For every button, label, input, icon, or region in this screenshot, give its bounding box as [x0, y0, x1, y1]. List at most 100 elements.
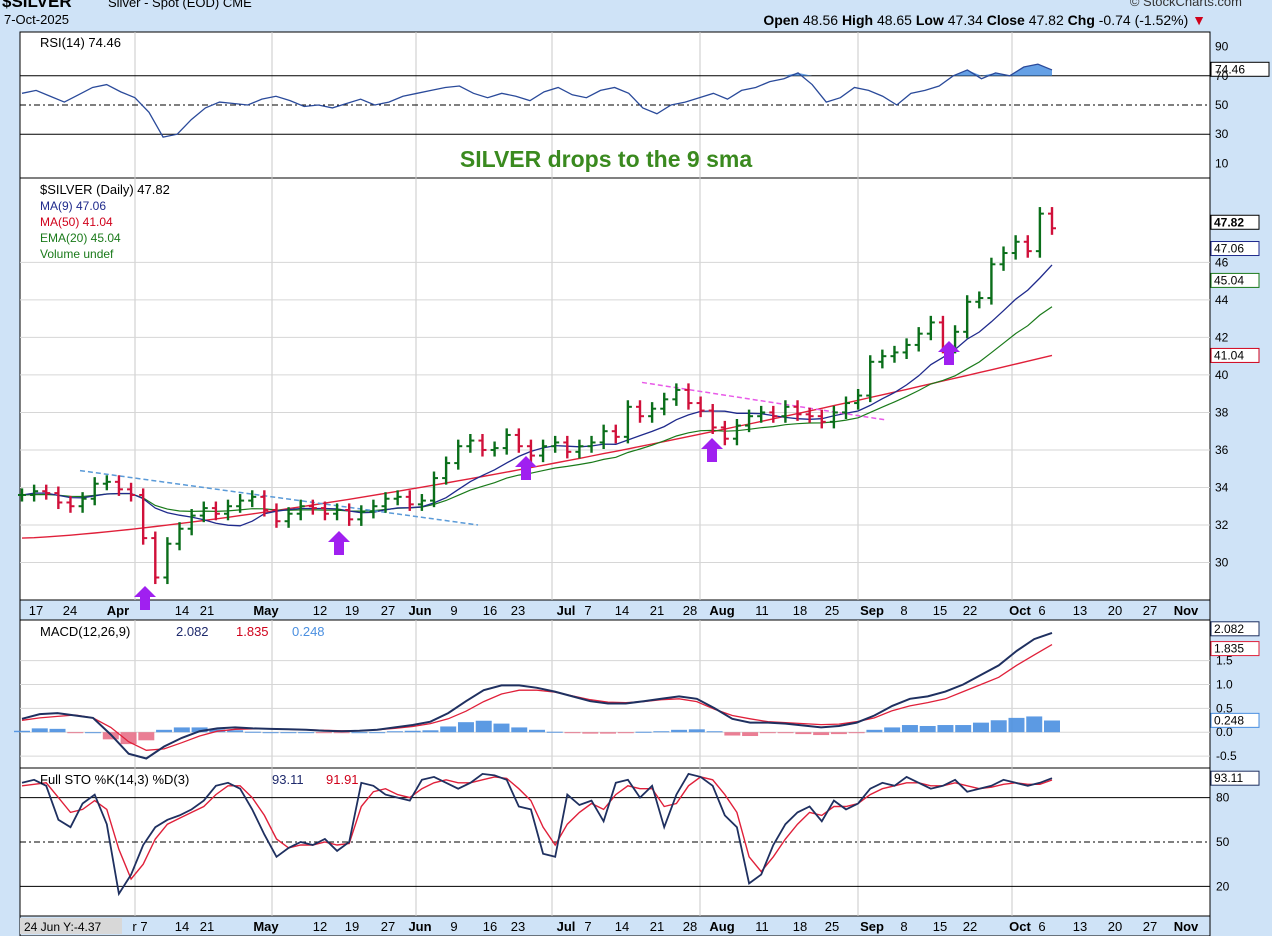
- ohlc-readout: Open 48.56 High 48.65 Low 47.34 Close 47…: [763, 12, 1206, 28]
- bottom-axis-label: 27: [381, 919, 395, 934]
- x-axis-label: 20: [1108, 603, 1122, 618]
- macd-histogram-bar: [120, 732, 137, 745]
- price-bar: [90, 477, 99, 506]
- price-bar: [842, 396, 850, 420]
- price-bar: [502, 428, 511, 455]
- macd-histogram-bar: [386, 731, 403, 733]
- arrow-marker-icon: [515, 456, 537, 480]
- price-bar: [660, 392, 669, 416]
- price-bar: [1048, 207, 1056, 235]
- price-bar: [781, 400, 790, 423]
- rsi-tick-label: 70: [1215, 69, 1229, 83]
- macd-histogram-bar: [1044, 720, 1060, 733]
- price-bar: [42, 484, 51, 500]
- macd-histogram-bar: [511, 727, 528, 733]
- bottom-axis-label: 14: [175, 919, 189, 934]
- macd-histogram-bar: [972, 722, 989, 733]
- price-legend-volume: Volume undef: [40, 247, 114, 261]
- x-axis-label: 19: [345, 603, 359, 618]
- price-bar: [611, 424, 620, 444]
- ema20-line: [21, 306, 1053, 513]
- price-legend-title: $SILVER (Daily) 47.82: [40, 182, 170, 197]
- macd-tick-label: 1.5: [1216, 654, 1233, 668]
- sto-right-label-box: [1210, 770, 1260, 786]
- bottom-axis-label: 25: [825, 919, 839, 934]
- price-bar: [1023, 235, 1032, 258]
- price-legend-ma50: MA(50) 41.04: [40, 215, 113, 229]
- price-bar: [139, 488, 148, 545]
- price-bar: [236, 494, 245, 513]
- price-bar: [636, 400, 644, 423]
- price-bar: [54, 486, 63, 510]
- price-bar: [127, 482, 136, 502]
- price-bar: [187, 509, 196, 536]
- sto-k-line: [21, 772, 1053, 897]
- price-bar: [587, 435, 596, 453]
- price-bar: [442, 456, 451, 485]
- price-bar: [102, 475, 111, 491]
- x-axis-label: Nov: [1174, 603, 1199, 618]
- macd-histogram-bar: [440, 726, 457, 733]
- price-tick-label: 40: [1215, 368, 1229, 382]
- close-value: 47.82: [1028, 12, 1064, 28]
- macd-histogram-bar: [227, 730, 244, 733]
- macd-histogram-bar: [706, 731, 723, 733]
- x-axis-label: 14: [175, 603, 189, 618]
- low-label: Low: [915, 12, 944, 28]
- price-bar: [854, 389, 863, 410]
- bottom-axis-label: 14: [615, 919, 629, 934]
- price-tick-label: 46: [1215, 255, 1229, 269]
- price-bar: [514, 428, 523, 453]
- bottom-axis-label: Jul: [557, 919, 576, 934]
- x-axis-label: 11: [755, 603, 769, 618]
- price-bar: [151, 531, 160, 585]
- arrow-marker-icon: [701, 438, 723, 462]
- price-bar: [599, 424, 608, 450]
- sto-right-label: 93.11: [1214, 771, 1243, 785]
- trendline-blue: [79, 469, 479, 526]
- macd-signal-line: [21, 644, 1053, 751]
- high-value: 48.65: [876, 12, 912, 28]
- bottom-axis-label: 27: [1143, 919, 1157, 934]
- bottom-axis-label: 7: [584, 919, 591, 934]
- macd-panel: [19, 619, 1211, 769]
- macd-legend-macd: 2.082: [176, 624, 209, 639]
- x-axis-label: 27: [381, 603, 395, 618]
- macd-right-label: 0.248: [1214, 713, 1244, 727]
- macd-histogram-bar: [14, 730, 30, 733]
- bottom-axis-label: 15: [933, 919, 947, 934]
- macd-histogram-bar: [813, 732, 830, 736]
- price-right-label-box: [1210, 214, 1260, 230]
- price-bar: [333, 503, 342, 521]
- chg-value: -0.74 (-1.52%): [1098, 12, 1189, 28]
- price-bar: [163, 537, 172, 585]
- price-right-label: 47.06: [1214, 242, 1244, 256]
- price-bar: [224, 499, 232, 521]
- price-right-label: 41.04: [1214, 348, 1244, 362]
- macd-histogram-bar: [529, 729, 545, 733]
- price-bar: [963, 295, 972, 339]
- price-bar: [526, 439, 535, 463]
- price-tick-label: 32: [1215, 518, 1229, 532]
- price-bar: [745, 409, 754, 433]
- price-bar: [817, 409, 826, 429]
- price-bar: [381, 492, 390, 513]
- macd-histogram-bar: [724, 732, 741, 736]
- chg-label: Chg: [1067, 12, 1095, 28]
- x-axis-label: Sep: [860, 603, 884, 618]
- price-bar: [454, 439, 463, 470]
- price-bar: [30, 484, 39, 502]
- price-bar: [296, 499, 305, 521]
- macd-histogram-bar: [475, 720, 492, 733]
- price-bar: [623, 400, 632, 444]
- x-axis-label: Jul: [557, 603, 576, 618]
- bottom-axis-label: r 7: [132, 919, 147, 934]
- macd-histogram-bar: [653, 731, 670, 733]
- bottom-axis-label: May: [253, 919, 279, 934]
- footer-readout-bg: [20, 918, 122, 934]
- x-axis-label: Jun: [408, 603, 431, 618]
- x-axis-label: 7: [584, 603, 591, 618]
- price-bar: [18, 488, 26, 502]
- price-bar: [272, 503, 281, 528]
- bottom-axis-label: 8: [900, 919, 907, 934]
